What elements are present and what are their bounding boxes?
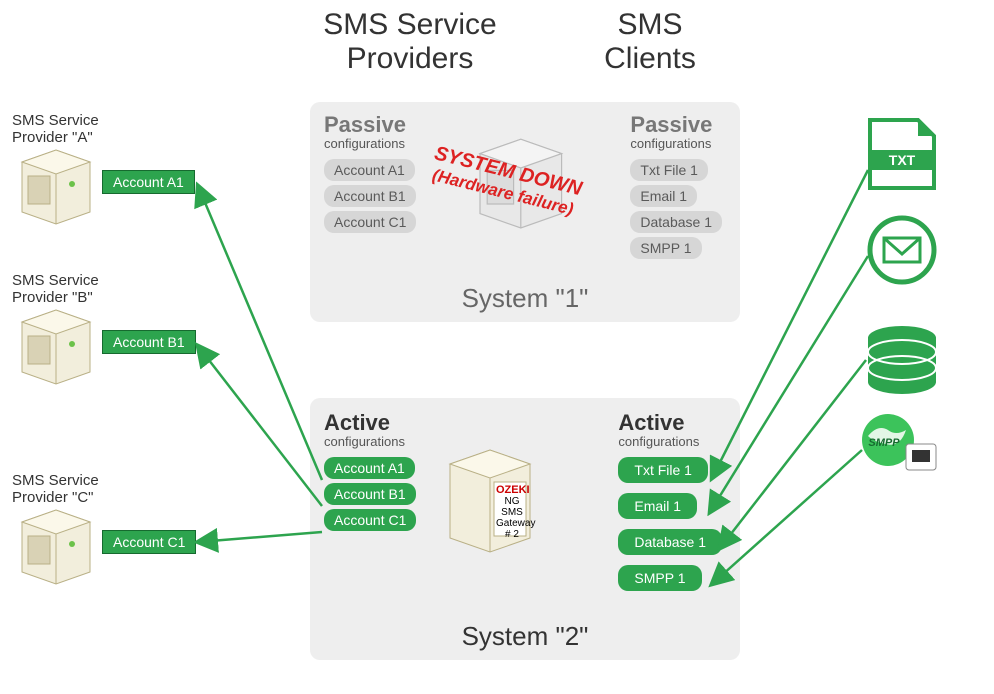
sys1-name: System "1" [310, 283, 740, 314]
sys1-left-heading: Passive [324, 112, 416, 138]
sys2-right-chip-1: Email 1 [618, 493, 697, 519]
sys1-left-chip-1: Account B1 [324, 185, 416, 207]
sys1-right-heading: Passive [630, 112, 722, 138]
sys1-right-chip-1: Email 1 [630, 185, 697, 207]
provider-c-badge: Account C1 [102, 530, 196, 554]
sys2-right-sub: configurations [618, 434, 722, 449]
system1-panel: Passive configurations Account A1 Accoun… [310, 102, 740, 322]
sys2-left-heading: Active [324, 410, 416, 436]
title-providers: SMS Service Providers [300, 8, 520, 76]
sys2-left-chip-1: Account B1 [324, 483, 416, 505]
sys1-right-sub: configurations [630, 136, 722, 151]
sys2-right-heading: Active [618, 410, 722, 436]
svg-text:TXT: TXT [889, 152, 916, 168]
svg-text:SMPP: SMPP [868, 437, 900, 449]
provider-a-badge: Account A1 [102, 170, 195, 194]
sys2-left-sub: configurations [324, 434, 416, 449]
sys2-left-chip-0: Account A1 [324, 457, 415, 479]
sys1-left-sub: configurations [324, 136, 416, 151]
sys1-right-chip-3: SMPP 1 [630, 237, 701, 259]
sys2-server-text: OZEKI NG SMS Gateway # 2 [496, 484, 528, 540]
sys2-right-chip-0: Txt File 1 [618, 457, 708, 483]
sys2-left-chip-2: Account C1 [324, 509, 416, 531]
sys1-right-chip-2: Database 1 [630, 211, 722, 233]
provider-a-label: SMS Service Provider "A" [12, 112, 99, 147]
provider-b-badge: Account B1 [102, 330, 196, 354]
provider-c-label: SMS Service Provider "C" [12, 472, 99, 507]
sys1-left-chip-2: Account C1 [324, 211, 416, 233]
title-clients: SMS Clients [570, 8, 730, 76]
sys2-name: System "2" [310, 621, 740, 652]
sys2-right-chip-3: SMPP 1 [618, 565, 701, 591]
sys2-right-chip-2: Database 1 [618, 529, 722, 555]
provider-b-label: SMS Service Provider "B" [12, 272, 99, 307]
sys1-right-chip-0: Txt File 1 [630, 159, 708, 181]
sys1-left-chip-0: Account A1 [324, 159, 415, 181]
